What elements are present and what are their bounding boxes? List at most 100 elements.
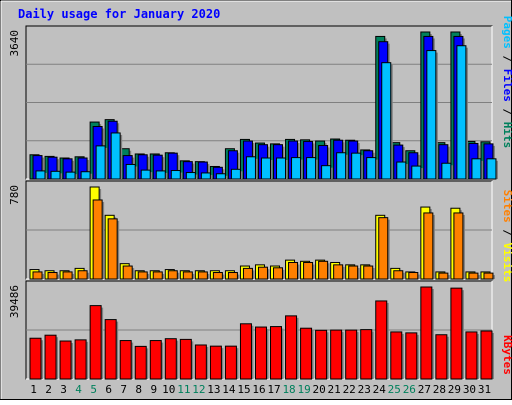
x-tick-label-16: 16 [252, 383, 265, 396]
bar-pages-day-25 [396, 161, 407, 180]
bar-sites-day-8 [137, 271, 148, 280]
bar-pages-day-16 [260, 157, 271, 180]
bar-kbytes-day-2 [44, 334, 57, 380]
bar-pages-day-4 [80, 171, 91, 180]
bar-kbytes-day-1 [29, 337, 42, 380]
x-tick-label-30: 30 [463, 383, 476, 396]
legend-sites-visits-part-1: / [501, 223, 512, 243]
bar-kbytes-day-24 [375, 300, 388, 380]
bar-kbytes-day-30 [465, 331, 478, 380]
x-tick-label-6: 6 [105, 383, 112, 396]
panel-hits-files-pages: 3640 [8, 25, 498, 180]
bar-sites-day-27 [423, 212, 434, 280]
bar-kbytes-day-7 [119, 340, 132, 380]
y-max-label: 39486 [8, 285, 21, 318]
bar-sites-day-28 [438, 272, 449, 280]
x-tick-label-11: 11 [177, 383, 190, 396]
bar-sites-day-9 [152, 271, 163, 280]
bar-pages-day-18 [291, 157, 302, 180]
x-tick-label-17: 17 [267, 383, 280, 396]
panel-sites-visits: 780 [8, 180, 495, 280]
x-tick-label-21: 21 [328, 383, 341, 396]
legend-sites-visits-part-0: Sites [501, 190, 512, 223]
bar-pages-day-19 [306, 157, 317, 180]
x-tick-label-18: 18 [282, 383, 295, 396]
bar-kbytes-day-18 [285, 315, 298, 380]
x-tick-label-5: 5 [90, 383, 97, 396]
x-tick-label-15: 15 [237, 383, 250, 396]
bar-sites-day-12 [197, 271, 208, 280]
x-tick-label-3: 3 [60, 383, 67, 396]
bar-pages-day-21 [336, 152, 347, 180]
bar-kbytes-day-16 [254, 326, 267, 380]
legend-kbytes-part-0: KBytes [501, 335, 512, 375]
bar-sites-day-25 [393, 270, 404, 280]
bar-sites-day-3 [62, 271, 73, 280]
bar-sites-day-23 [363, 265, 374, 280]
bar-kbytes-day-8 [134, 345, 147, 380]
bar-pages-day-5 [95, 145, 106, 180]
bar-pages-day-27 [426, 50, 437, 180]
bar-sites-day-22 [348, 265, 359, 280]
bar-pages-day-13 [215, 173, 226, 180]
x-tick-label-26: 26 [403, 383, 416, 396]
legend-sites-visits: Sites / Visits [501, 190, 512, 283]
legend-pages-files-hits-part-3: / [501, 102, 512, 122]
x-tick-label-31: 31 [478, 383, 491, 396]
legend-pages-files-hits-part-1: / [501, 49, 512, 69]
bar-pages-day-28 [441, 162, 452, 180]
bar-kbytes-day-15 [239, 323, 252, 380]
x-tick-label-14: 14 [222, 383, 236, 396]
bar-pages-day-1 [35, 170, 46, 180]
bar-sites-day-2 [47, 272, 58, 280]
legend-pages-files-hits-part-2: Files [501, 69, 512, 102]
legend-kbytes: KBytes [501, 335, 512, 375]
bar-pages-day-26 [411, 165, 422, 180]
bar-sites-day-4 [77, 270, 88, 280]
bar-pages-day-30 [471, 158, 482, 180]
bar-sites-day-30 [468, 272, 479, 280]
x-tick-label-8: 8 [135, 383, 142, 396]
bar-sites-day-15 [242, 267, 253, 280]
x-tick-label-2: 2 [45, 383, 52, 396]
bar-pages-day-17 [276, 157, 287, 180]
legend-sites-visits-part-2: Visits [501, 243, 512, 283]
bar-kbytes-day-27 [420, 286, 433, 380]
bar-sites-day-7 [122, 265, 133, 280]
x-tick-label-27: 27 [418, 383, 431, 396]
x-tick-label-9: 9 [150, 383, 157, 396]
bar-kbytes-day-9 [149, 340, 162, 380]
x-tick-label-24: 24 [373, 383, 387, 396]
legend-pages-files-hits: Pages / Files / Hits [501, 16, 512, 149]
bar-pages-day-29 [456, 45, 467, 180]
bar-pages-day-3 [65, 171, 76, 180]
bar-kbytes-day-13 [209, 345, 222, 380]
x-tick-label-7: 7 [120, 383, 127, 396]
bar-kbytes-day-14 [224, 345, 237, 380]
legend-pages-files-hits-part-0: Pages [501, 16, 512, 49]
bar-kbytes-day-17 [270, 326, 283, 380]
bar-sites-day-5 [92, 199, 103, 280]
bar-kbytes-day-29 [450, 287, 463, 380]
bar-sites-day-21 [333, 264, 344, 280]
bar-sites-day-14 [227, 272, 238, 280]
x-tick-label-28: 28 [433, 383, 446, 396]
bar-kbytes-day-26 [405, 332, 418, 380]
bar-pages-day-20 [321, 165, 332, 180]
bar-kbytes-day-22 [345, 329, 358, 380]
bar-pages-day-7 [125, 163, 136, 180]
x-tick-label-1: 1 [30, 383, 37, 396]
bar-kbytes-day-6 [104, 319, 117, 380]
bar-kbytes-day-19 [300, 327, 313, 380]
x-tick-label-23: 23 [358, 383, 371, 396]
bar-sites-day-10 [167, 270, 178, 280]
x-tick-label-19: 19 [297, 383, 310, 396]
bar-sites-day-29 [453, 212, 464, 280]
bar-sites-day-19 [303, 261, 314, 280]
bar-kbytes-day-20 [315, 329, 328, 380]
bar-sites-day-16 [257, 266, 268, 280]
bar-pages-day-22 [351, 152, 362, 180]
x-tick-label-22: 22 [343, 383, 356, 396]
